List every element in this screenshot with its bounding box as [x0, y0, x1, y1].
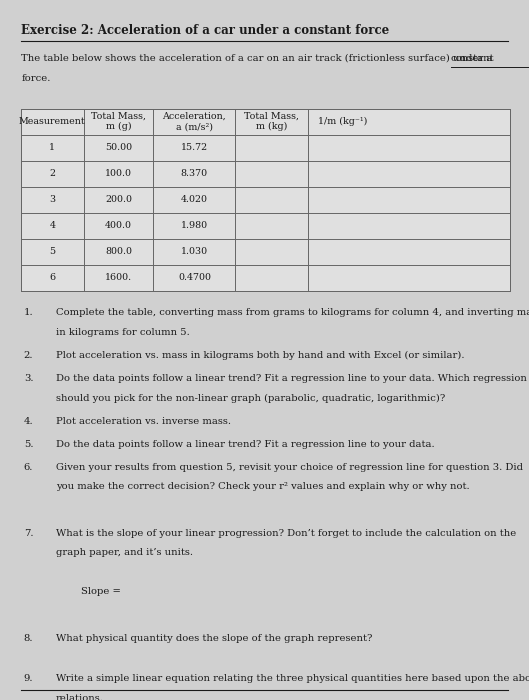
Text: 9.: 9.: [24, 674, 33, 683]
Text: 1: 1: [49, 143, 56, 152]
Text: 1/m (kg⁻¹): 1/m (kg⁻¹): [318, 117, 368, 126]
Text: Plot acceleration vs. mass in kilograms both by hand and with Excel (or similar): Plot acceleration vs. mass in kilograms …: [56, 351, 464, 360]
Text: Acceleration,
a (m/s²): Acceleration, a (m/s²): [162, 112, 226, 131]
Text: 1.980: 1.980: [181, 221, 208, 230]
Text: Plot acceleration vs. inverse mass.: Plot acceleration vs. inverse mass.: [56, 416, 231, 426]
Text: you make the correct decision? Check your r² values and explain why or why not.: you make the correct decision? Check you…: [56, 482, 469, 491]
Text: Complete the table, converting mass from grams to kilograms for column 4, and in: Complete the table, converting mass from…: [56, 308, 529, 317]
Text: 1600.: 1600.: [105, 273, 132, 282]
Text: What physical quantity does the slope of the graph represent?: What physical quantity does the slope of…: [56, 634, 372, 643]
Text: 400.0: 400.0: [105, 221, 132, 230]
Text: 8.: 8.: [24, 634, 33, 643]
Text: Do the data points follow a linear trend? Fit a regression line to your data.: Do the data points follow a linear trend…: [56, 440, 434, 449]
Text: force.: force.: [21, 74, 51, 83]
Text: What is the slope of your linear progression? Don’t forget to include the calcul: What is the slope of your linear progres…: [56, 528, 516, 538]
Text: 0.4700: 0.4700: [178, 273, 211, 282]
Text: 8.370: 8.370: [181, 169, 208, 178]
Text: 3.: 3.: [24, 374, 33, 383]
Text: 4: 4: [49, 221, 56, 230]
Text: relations.: relations.: [56, 694, 104, 700]
Text: 4.020: 4.020: [181, 195, 208, 204]
Text: 2.: 2.: [24, 351, 33, 360]
Text: 100.0: 100.0: [105, 169, 132, 178]
Bar: [21, 108, 510, 290]
Text: 7.: 7.: [24, 528, 33, 538]
Text: in kilograms for column 5.: in kilograms for column 5.: [56, 328, 189, 337]
Text: 15.72: 15.72: [181, 143, 208, 152]
Text: Measurement: Measurement: [19, 117, 86, 126]
Text: 6: 6: [49, 273, 56, 282]
Text: constant: constant: [451, 54, 494, 63]
Text: Exercise 2: Acceleration of a car under a constant force: Exercise 2: Acceleration of a car under …: [21, 25, 389, 38]
Text: 50.00: 50.00: [105, 143, 132, 152]
Text: The table below shows the acceleration of a car on an air track (frictionless su: The table below shows the acceleration o…: [21, 54, 496, 63]
Text: graph paper, and it’s units.: graph paper, and it’s units.: [56, 548, 193, 557]
Text: 5: 5: [49, 247, 56, 256]
Text: Total Mass,
m (g): Total Mass, m (g): [91, 112, 146, 132]
Text: Total Mass,
m (kg): Total Mass, m (kg): [244, 112, 299, 132]
Text: 1.: 1.: [24, 308, 33, 317]
Text: 5.: 5.: [24, 440, 33, 449]
Text: Write a simple linear equation relating the three physical quantities here based: Write a simple linear equation relating …: [56, 674, 529, 683]
Text: 1.030: 1.030: [181, 247, 208, 256]
Text: 800.0: 800.0: [105, 247, 132, 256]
Text: should you pick for the non-linear graph (parabolic, quadratic, logarithmic)?: should you pick for the non-linear graph…: [56, 393, 445, 402]
Text: 200.0: 200.0: [105, 195, 132, 204]
Text: 6.: 6.: [24, 463, 33, 472]
Text: Given your results from question 5, revisit your choice of regression line for q: Given your results from question 5, revi…: [56, 463, 523, 472]
Text: Slope =: Slope =: [56, 587, 121, 596]
Text: 4.: 4.: [24, 416, 33, 426]
Text: 3: 3: [49, 195, 56, 204]
Text: 2: 2: [49, 169, 56, 178]
Text: Do the data points follow a linear trend? Fit a regression line to your data. Wh: Do the data points follow a linear trend…: [56, 374, 526, 383]
